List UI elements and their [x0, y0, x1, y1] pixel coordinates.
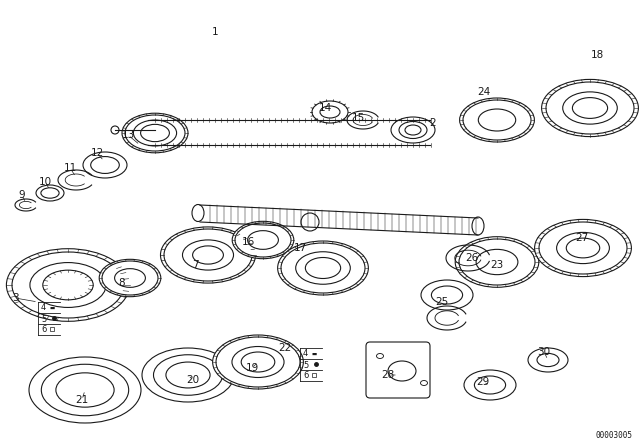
FancyBboxPatch shape: [366, 342, 430, 398]
Text: 7: 7: [192, 260, 198, 270]
Text: 11: 11: [63, 163, 77, 173]
Ellipse shape: [99, 259, 161, 297]
Ellipse shape: [528, 348, 568, 372]
Text: ▬: ▬: [312, 352, 317, 357]
Text: 27: 27: [575, 233, 589, 243]
Text: 4: 4: [303, 349, 308, 358]
Ellipse shape: [212, 335, 303, 389]
Ellipse shape: [460, 98, 534, 142]
Text: 00003005: 00003005: [595, 431, 632, 440]
Text: 6: 6: [41, 326, 46, 335]
Text: 3: 3: [12, 293, 19, 303]
Text: 9: 9: [19, 190, 26, 200]
Text: 20: 20: [186, 375, 200, 385]
Text: 23: 23: [490, 260, 504, 270]
Text: 18: 18: [590, 50, 604, 60]
Text: 4: 4: [41, 303, 46, 313]
Ellipse shape: [6, 249, 130, 321]
Text: 19: 19: [245, 363, 259, 373]
Ellipse shape: [391, 117, 435, 143]
Ellipse shape: [111, 126, 119, 134]
Ellipse shape: [122, 113, 188, 153]
Text: 6: 6: [303, 371, 308, 380]
Text: 1: 1: [212, 27, 218, 37]
Text: 30: 30: [538, 347, 550, 357]
Text: 17: 17: [293, 243, 307, 253]
Ellipse shape: [534, 220, 632, 276]
Ellipse shape: [301, 213, 319, 231]
Ellipse shape: [455, 237, 539, 287]
Text: 24: 24: [477, 87, 491, 97]
Text: ▬: ▬: [50, 306, 55, 310]
Ellipse shape: [141, 125, 170, 142]
Ellipse shape: [29, 357, 141, 423]
Text: 12: 12: [90, 148, 104, 158]
Ellipse shape: [36, 185, 64, 201]
Ellipse shape: [232, 221, 294, 258]
Text: 14: 14: [318, 103, 332, 113]
Text: 5: 5: [303, 361, 308, 370]
Text: 13: 13: [122, 130, 134, 140]
Text: 10: 10: [38, 177, 52, 187]
Text: 8: 8: [118, 278, 125, 288]
Text: 29: 29: [476, 377, 490, 387]
Text: 28: 28: [381, 370, 395, 380]
Ellipse shape: [192, 204, 204, 221]
Text: 25: 25: [435, 297, 449, 307]
Ellipse shape: [464, 370, 516, 400]
Text: 16: 16: [241, 237, 255, 247]
Text: 26: 26: [465, 253, 479, 263]
Ellipse shape: [278, 241, 369, 295]
Ellipse shape: [142, 348, 234, 402]
Text: 15: 15: [351, 113, 365, 123]
Ellipse shape: [83, 152, 127, 178]
Text: 2: 2: [429, 118, 436, 128]
Text: 5: 5: [41, 314, 46, 323]
Text: 22: 22: [278, 343, 292, 353]
Ellipse shape: [161, 227, 255, 283]
Ellipse shape: [421, 280, 473, 310]
Text: 21: 21: [76, 395, 88, 405]
Ellipse shape: [541, 79, 639, 137]
Ellipse shape: [472, 217, 484, 235]
